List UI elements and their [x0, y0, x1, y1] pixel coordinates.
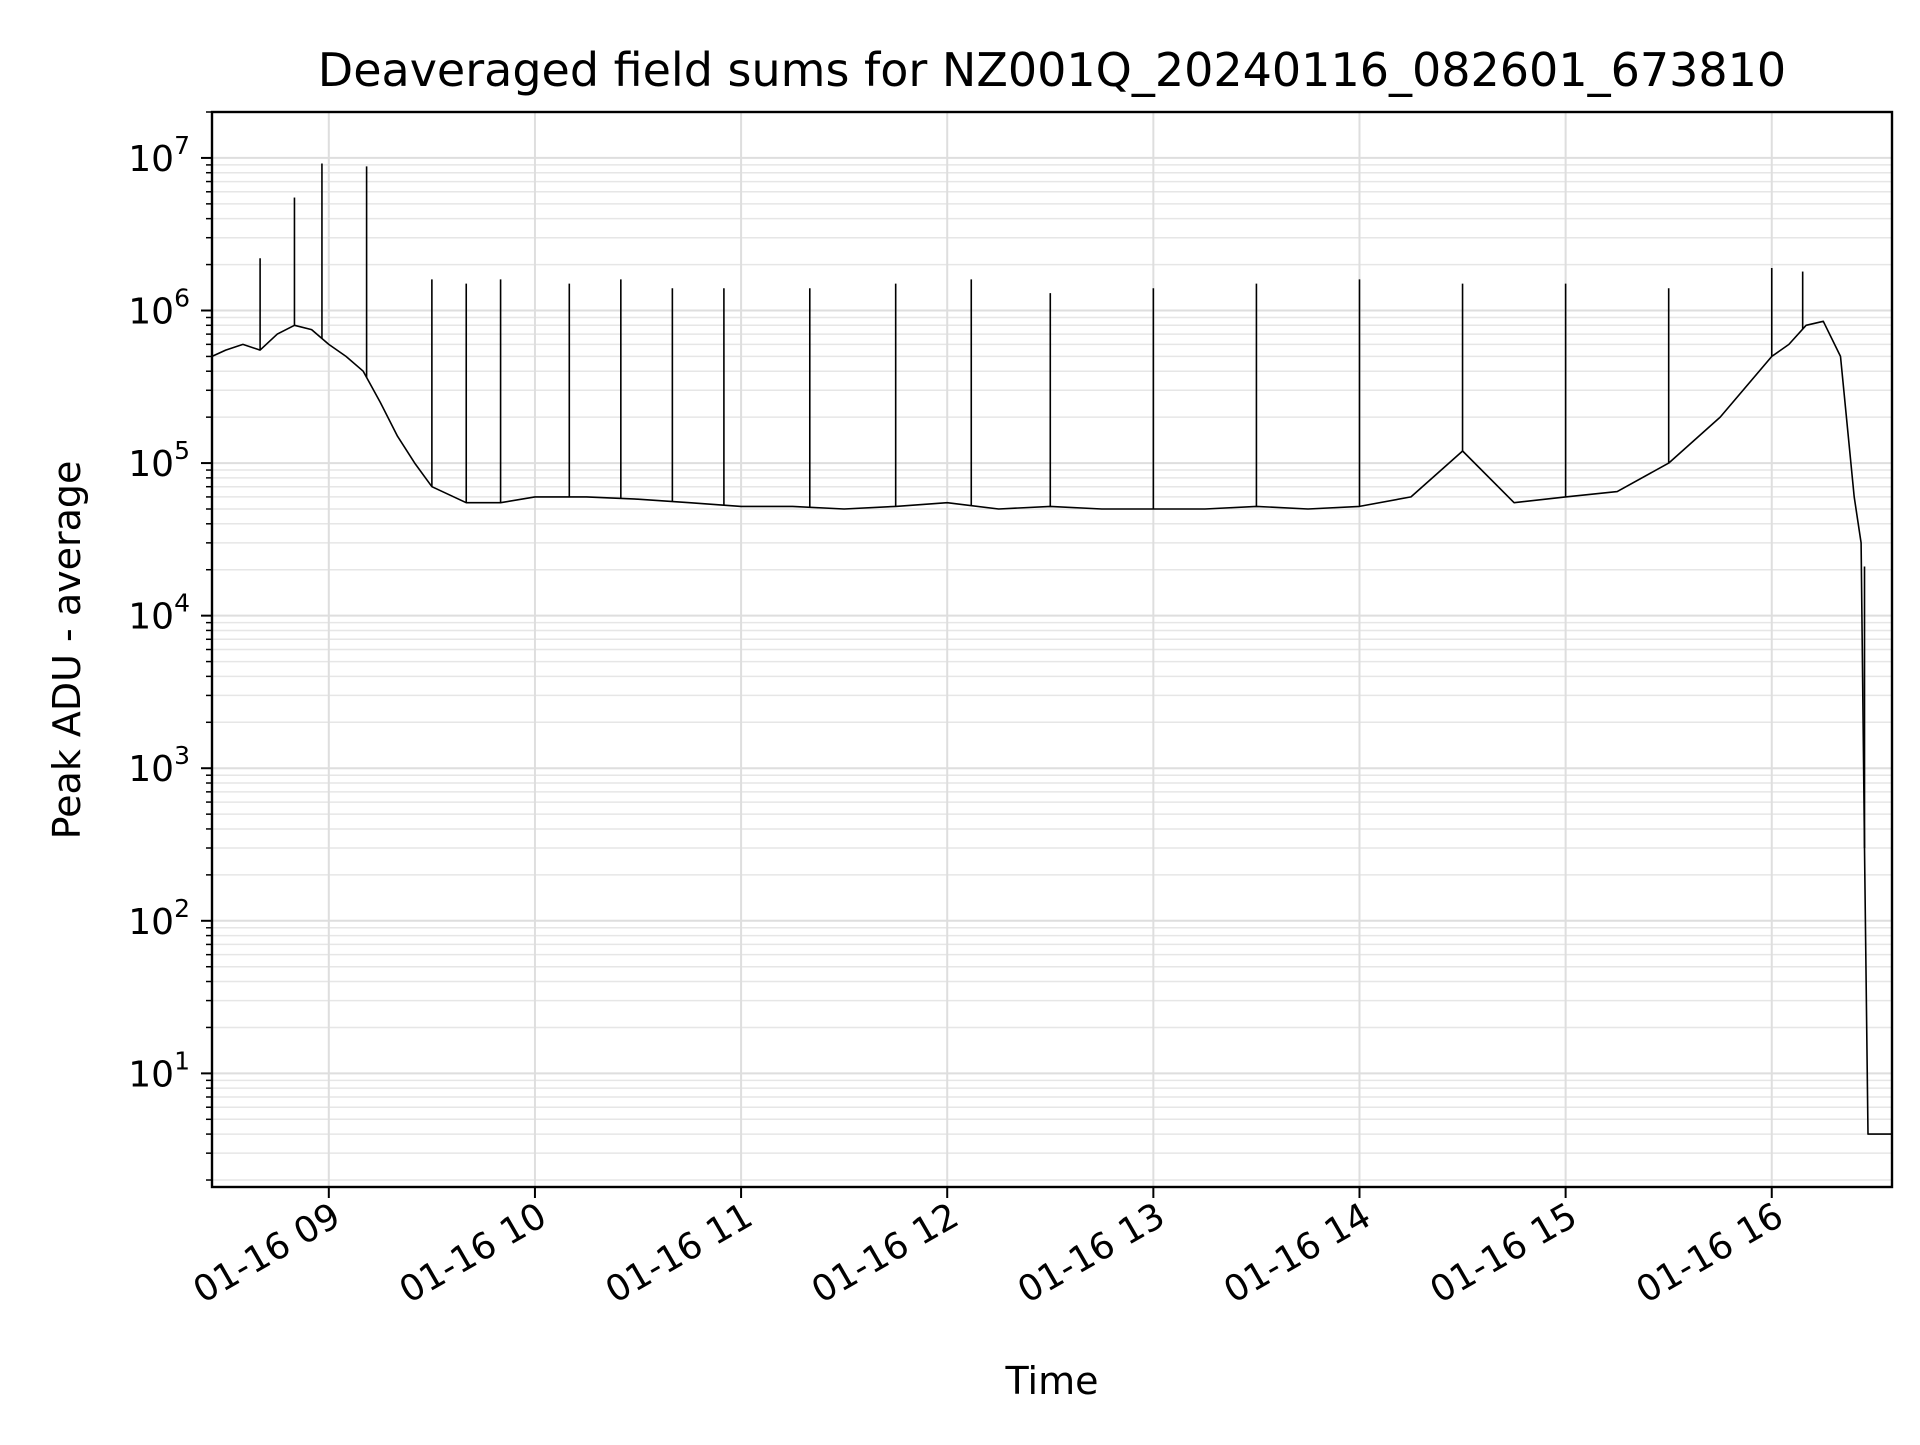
x-axis-label: Time	[1005, 1359, 1099, 1403]
chart-title: Deaveraged field sums for NZ001Q_2024011…	[318, 43, 1786, 97]
y-axis-label: Peak ADU - average	[45, 461, 89, 840]
